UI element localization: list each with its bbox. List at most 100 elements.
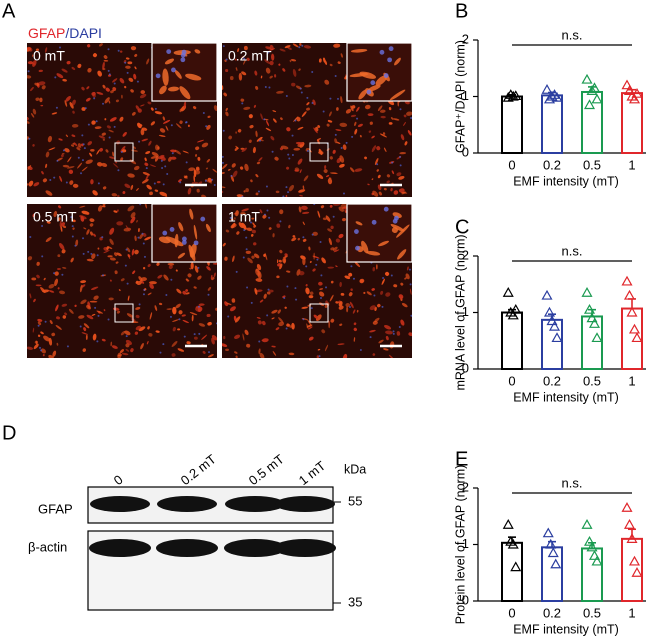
cell [318,281,323,286]
panel-label: A [2,0,16,22]
cell [126,247,131,253]
cell [376,264,378,270]
nucleus [58,46,61,49]
cell [288,184,295,192]
nucleus [107,69,110,72]
nucleus [376,163,379,166]
cell [33,343,39,350]
cell [105,87,110,92]
cell [243,106,251,110]
cell [401,303,408,308]
nucleus [288,157,291,160]
cell [265,120,270,127]
cell [97,70,102,77]
cell [272,351,277,356]
cell [74,304,77,307]
cell [64,100,68,107]
cell [304,84,312,88]
inset-cell [179,86,191,100]
inset-cell [162,68,169,86]
cell [381,278,385,285]
cell [290,59,297,62]
cell [144,162,149,167]
cell [271,53,275,61]
cell [109,279,112,282]
data-point [551,91,563,102]
cell [350,288,353,292]
cell [254,70,258,76]
cell [348,292,353,297]
cell [205,167,209,170]
cell [154,305,158,311]
nucleus [351,135,354,138]
cell [215,307,217,311]
cell [122,131,127,137]
cell [364,156,367,160]
cell [92,94,96,98]
cell [232,170,238,178]
cell [202,350,206,354]
cell [213,272,216,278]
data-point [583,303,596,314]
x-tick-label: 0.2 [543,157,561,172]
cell [35,48,40,52]
cell [149,281,157,285]
cell [40,287,46,294]
cell [53,210,58,218]
nucleus [287,153,290,156]
nucleus [107,48,110,51]
cell [135,325,141,331]
cell [367,183,370,186]
stain-gfap: GFAP [28,25,65,41]
cell [356,106,360,112]
data-point [586,541,598,552]
cell [69,102,74,109]
cell [118,289,121,292]
cell [269,48,276,51]
cell [255,130,258,138]
cell [206,124,211,130]
data-point [623,519,636,529]
stain-label: GFAP/DAPI [28,25,102,41]
cell [27,46,33,52]
cell [31,277,37,281]
cell [141,179,149,184]
nucleus [392,332,395,335]
nucleus [325,286,328,289]
cell [296,116,301,122]
cell [86,229,90,235]
cell [261,338,269,343]
nucleus [334,75,337,78]
cell [147,326,150,330]
inset-nucleus [383,73,389,78]
cell [253,104,256,108]
cell [299,169,302,174]
cell [85,97,91,102]
cell [339,281,342,288]
cell [120,145,126,153]
cell [140,90,146,94]
cell [201,194,207,197]
cell [134,54,138,57]
cell [48,337,53,346]
nucleus [299,87,302,90]
cell [155,144,159,151]
data-point [507,309,519,320]
cell [379,109,386,113]
inset-nucleus [383,206,389,212]
cell [399,152,407,155]
cell [206,313,211,318]
cell [65,134,69,138]
cell [227,168,231,171]
cell [96,149,100,155]
cell [329,156,333,160]
inset-nucleus [366,89,372,95]
cell [260,113,263,120]
inset-cell [189,208,194,220]
nucleus [225,58,228,61]
cell [253,225,257,228]
cell [103,60,109,62]
y-axis-label: Protein level of GFAP (norm) [453,465,467,625]
nucleus [392,330,395,333]
